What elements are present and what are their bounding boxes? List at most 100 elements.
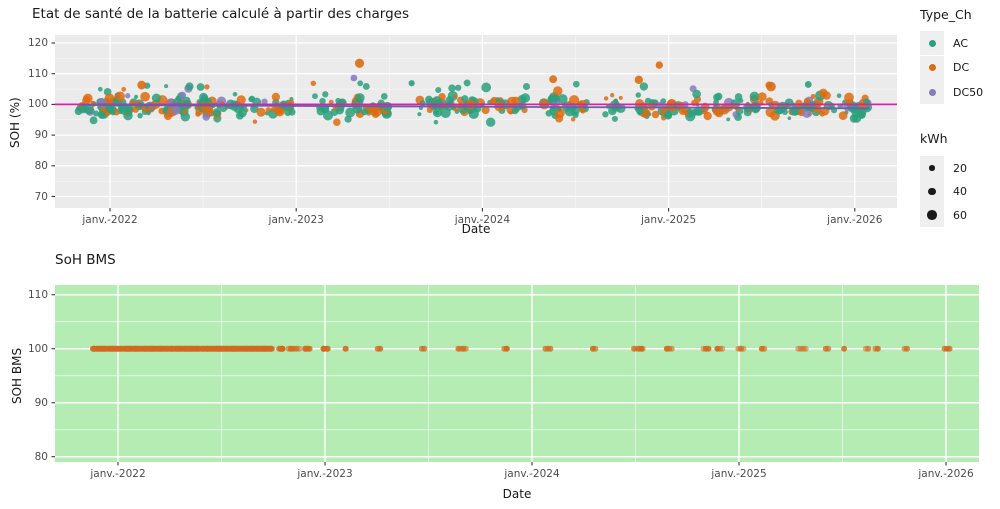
data-point bbox=[419, 100, 426, 107]
data-point bbox=[740, 345, 747, 352]
data-point bbox=[432, 107, 443, 118]
data-point bbox=[611, 115, 618, 122]
data-point bbox=[692, 89, 702, 99]
y-tick-label: 70 bbox=[34, 190, 48, 203]
x-tick-label: janv.-2026 bbox=[827, 214, 883, 226]
data-point bbox=[133, 94, 139, 99]
data-point bbox=[82, 96, 91, 105]
data-point bbox=[137, 80, 147, 90]
legend-color-dot-icon bbox=[928, 39, 936, 47]
data-point bbox=[503, 345, 510, 352]
data-point bbox=[296, 345, 303, 352]
data-point bbox=[270, 106, 276, 112]
data-point bbox=[841, 345, 848, 352]
legend-key bbox=[920, 55, 944, 80]
data-point bbox=[511, 96, 520, 105]
data-point bbox=[320, 345, 327, 352]
bottom-scatter-points bbox=[89, 345, 953, 352]
x-tick-label: janv.-2023 bbox=[268, 214, 324, 226]
data-point bbox=[151, 93, 161, 103]
data-point bbox=[818, 88, 828, 98]
data-point bbox=[350, 74, 358, 82]
data-point bbox=[522, 82, 531, 91]
data-point bbox=[140, 91, 150, 102]
data-point bbox=[121, 86, 127, 92]
data-point bbox=[468, 108, 479, 119]
data-point bbox=[433, 119, 439, 125]
data-point bbox=[185, 82, 194, 91]
legend-color-dot-icon bbox=[928, 64, 936, 72]
data-point bbox=[726, 117, 731, 122]
data-point bbox=[558, 94, 568, 104]
color-legend-item-dc50: DC50 bbox=[920, 80, 983, 105]
data-point bbox=[115, 91, 125, 102]
data-point bbox=[212, 108, 222, 117]
data-point bbox=[178, 91, 187, 100]
data-point bbox=[97, 111, 106, 119]
data-point bbox=[125, 93, 131, 99]
data-point bbox=[372, 110, 380, 119]
data-point bbox=[651, 110, 660, 119]
legend-key bbox=[920, 203, 944, 227]
data-point bbox=[421, 345, 428, 352]
data-point bbox=[485, 117, 496, 127]
legend-size-dot-icon bbox=[929, 165, 935, 171]
data-point bbox=[182, 109, 187, 115]
x-tick-label: janv.-2023 bbox=[297, 468, 353, 480]
data-point bbox=[435, 86, 442, 94]
size-legend-item-40: 40 bbox=[920, 179, 967, 204]
data-point bbox=[481, 82, 492, 93]
data-point bbox=[481, 105, 490, 115]
data-point bbox=[836, 93, 842, 99]
data-point bbox=[455, 84, 462, 91]
data-point bbox=[766, 81, 776, 92]
data-point bbox=[553, 86, 563, 96]
data-point bbox=[592, 345, 599, 352]
x-tick-label: janv.-2025 bbox=[711, 468, 767, 480]
x-tick-label: janv.-2024 bbox=[504, 468, 560, 480]
data-point bbox=[252, 119, 258, 124]
legend-label: 20 bbox=[953, 161, 967, 175]
data-point bbox=[345, 107, 356, 118]
legend-key bbox=[920, 179, 944, 204]
data-point bbox=[232, 91, 238, 97]
y-tick-label: 110 bbox=[27, 288, 48, 301]
data-point bbox=[78, 104, 88, 114]
top-panel-background bbox=[55, 35, 897, 208]
legend-color-dot-icon bbox=[928, 88, 936, 96]
x-tick-label: janv.-2026 bbox=[918, 468, 974, 480]
data-point bbox=[787, 116, 792, 121]
y-tick-label: 90 bbox=[34, 129, 48, 142]
data-point bbox=[357, 80, 364, 87]
data-point bbox=[124, 104, 134, 114]
data-point bbox=[904, 345, 911, 352]
data-point bbox=[844, 92, 854, 103]
data-point bbox=[719, 345, 726, 352]
data-point bbox=[171, 105, 181, 115]
data-point bbox=[97, 86, 103, 92]
data-point bbox=[204, 84, 210, 90]
data-point bbox=[602, 111, 609, 118]
data-point bbox=[705, 345, 712, 352]
data-point bbox=[802, 345, 809, 352]
data-point bbox=[432, 96, 442, 105]
data-point bbox=[613, 98, 619, 103]
data-point bbox=[256, 107, 266, 117]
data-point bbox=[306, 345, 313, 352]
data-point bbox=[362, 83, 370, 90]
data-point bbox=[110, 110, 116, 116]
data-point bbox=[342, 345, 349, 352]
data-point bbox=[751, 104, 760, 114]
data-point bbox=[634, 75, 643, 84]
y-tick-label: 110 bbox=[27, 67, 48, 80]
legend-label: DC bbox=[953, 61, 970, 75]
data-point bbox=[236, 95, 246, 105]
data-point bbox=[196, 83, 205, 91]
data-point bbox=[333, 118, 341, 126]
data-point bbox=[685, 108, 695, 118]
data-point bbox=[668, 345, 675, 352]
x-tick-label: janv.-2022 bbox=[90, 468, 146, 480]
legend-label: 60 bbox=[953, 208, 967, 222]
